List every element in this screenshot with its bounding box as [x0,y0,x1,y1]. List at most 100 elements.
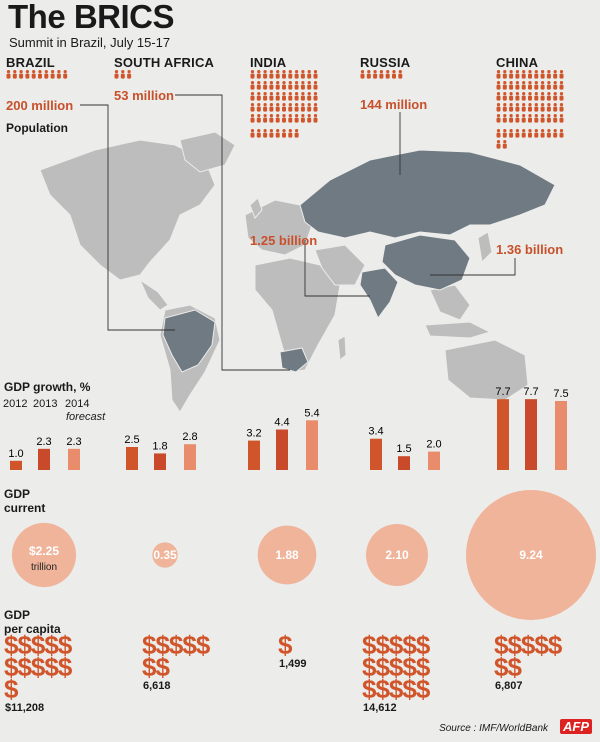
person-icon [496,140,501,144]
person-icon [307,84,312,90]
person-icon [398,70,402,74]
person-icon [50,73,55,79]
person-icon [528,73,532,79]
person-icon [250,103,255,107]
person-icon [503,70,507,74]
bar-value-label: 4.4 [274,417,289,429]
person-icon [307,103,311,107]
person-icon [553,129,557,133]
person-icon [496,81,501,85]
gdp-current-label: GDP current [4,487,46,515]
person-icon [56,73,61,79]
person-icon [503,129,507,133]
person-icon [295,114,299,118]
person-icon [263,103,267,107]
person-icon [534,106,539,112]
population-label: Population [6,121,68,135]
person-icon [553,132,558,138]
person-icon [521,73,526,79]
person-icon [275,106,280,112]
gdp-bubble-value: 9.24 [519,548,543,562]
leader-india [304,240,370,297]
person-icon [515,129,520,133]
person-icon [282,103,286,107]
person-icon [559,84,564,90]
person-icon [269,95,274,101]
person-icon [263,73,268,79]
person-icon [282,129,286,133]
person-icon [288,106,293,112]
population-value-russia: 144 million [360,97,428,112]
person-icon [250,106,255,112]
person-icon [25,73,30,79]
person-icon [295,81,299,85]
person-icon [502,132,507,138]
person-icon [276,70,280,74]
person-icon [276,114,280,118]
bar-south-africa-2014 [184,444,196,470]
person-icon [541,92,545,96]
gdp-bubble-value: 2.10 [385,548,409,562]
person-icon [275,117,280,123]
person-icon [521,84,526,90]
person-icon [301,114,305,118]
dollar-pictograph-south-africa: $$$$$ $$ [142,630,210,682]
person-icon [250,132,255,138]
person-icon [509,114,513,118]
person-icon [282,106,286,112]
person-icon [496,92,501,96]
person-icon [553,70,557,74]
bar-russia-2013 [398,456,410,470]
person-icon [44,70,48,74]
person-icon [294,84,299,90]
source-note: Source : IMF/WorldBank [439,723,548,734]
person-icon [300,106,305,112]
person-icon [307,70,311,74]
person-icon [250,129,255,133]
person-icon [307,73,312,79]
person-icon [307,92,311,96]
person-icon [263,106,268,112]
person-icon [502,95,507,101]
leader-china [430,258,516,276]
bar-value-label: 7.7 [523,386,538,398]
person-icon [263,92,267,96]
person-icon [540,117,545,123]
dollar-pictograph-brazil: $$$$$ $$$$$ $ [4,630,72,704]
person-icon [269,129,273,133]
person-icon [313,95,318,101]
person-icon [313,73,318,79]
map-india [359,267,399,319]
person-icon [559,103,564,107]
bar-value-label: 2.3 [66,436,81,448]
person-icon [534,70,538,74]
bar-value-label: 5.4 [304,407,319,419]
person-icon [522,129,526,133]
person-icon [288,95,293,101]
person-icon [521,95,526,101]
map-greenland [179,131,236,173]
person-icon [288,70,292,74]
person-icon [263,132,268,138]
person-icon [313,103,318,107]
person-icon [256,95,261,101]
person-icon [275,132,280,138]
population-icons-china [496,70,564,149]
person-icon [38,70,42,74]
person-icon [528,132,532,138]
person-icon [250,114,255,118]
person-icon [547,129,551,133]
person-icon [269,132,274,138]
person-icon [528,81,532,85]
bar-india-2014 [306,420,318,470]
map-russia [299,149,556,239]
population-value-brazil: 200 million [6,98,74,113]
bar-south-africa-2013 [154,453,166,470]
bar-value-label: 1.0 [8,448,23,460]
person-icon [379,73,384,79]
person-icon [559,81,564,85]
person-icon [269,92,273,96]
map-central-america [138,278,169,311]
person-icon [553,103,557,107]
person-icon [276,81,280,85]
